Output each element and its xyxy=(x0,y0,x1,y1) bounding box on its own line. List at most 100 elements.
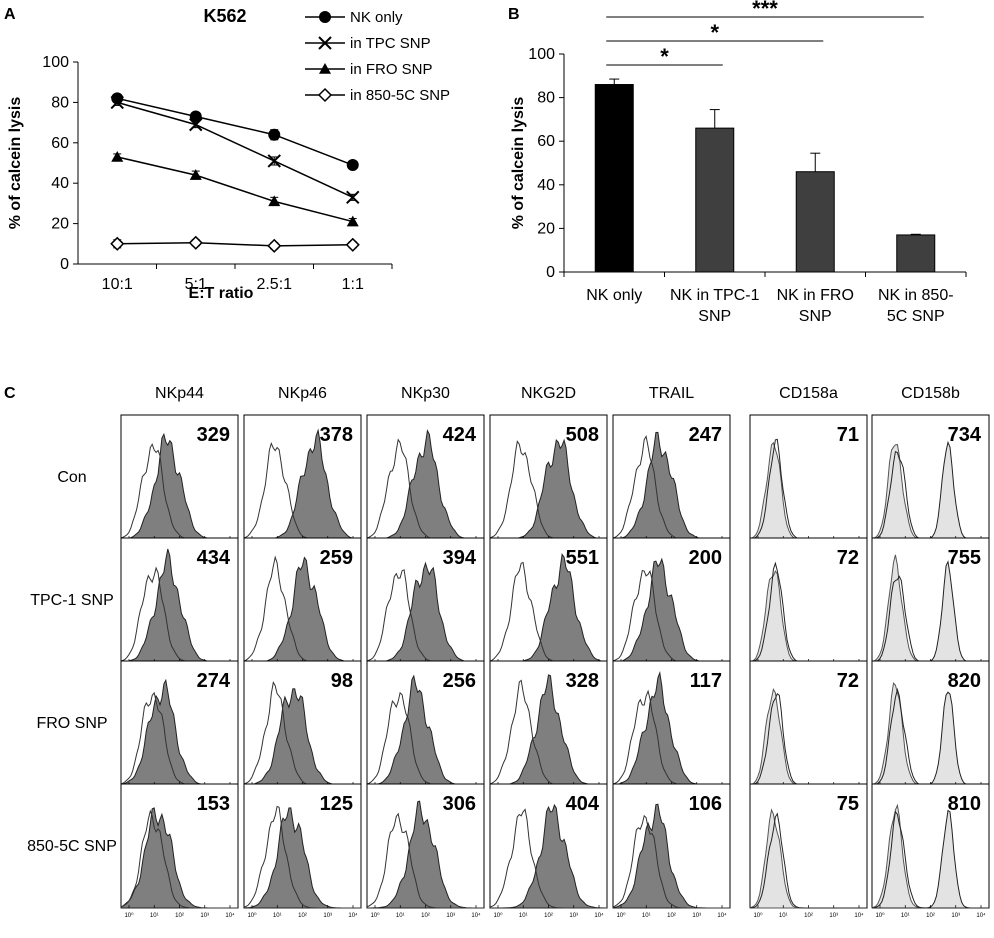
panel-c-histogram-grid: C NKp44 NKp46 NKp30 NKG2D TRAIL CD158a CD158b C… xyxy=(4,385,990,919)
histogram-mfi-value: 820 xyxy=(948,670,981,692)
chart-a-point xyxy=(346,215,359,227)
histogram-positive-peak xyxy=(872,809,989,909)
histogram-cell: 10⁰10¹10²10³10⁴508 xyxy=(489,414,608,550)
chart-b-bar xyxy=(896,234,936,273)
histogram-column-title: NKp46 xyxy=(278,385,327,402)
histogram-axis-tick-label: 10³ xyxy=(951,913,960,919)
chart-a-point xyxy=(189,117,203,132)
chart-a-y-tick-label: 40 xyxy=(51,175,69,192)
histogram-mfi-value: 106 xyxy=(689,793,722,815)
histogram-mfi-value: 71 xyxy=(837,424,859,446)
histogram-mfi-value: 755 xyxy=(948,547,981,569)
chart-a-point xyxy=(189,110,202,123)
histogram-axis-tick-label: 10¹ xyxy=(150,913,159,919)
histogram-isotype-curve xyxy=(366,812,484,909)
chart-a-point xyxy=(188,235,203,250)
histogram-axis-tick-label: 10² xyxy=(544,913,553,919)
chart-a-point xyxy=(346,159,359,172)
chart-a-title: K562 xyxy=(203,6,246,26)
histogram-cell: 10⁰10¹10²10³10⁴328 xyxy=(489,660,608,796)
chart-a-point xyxy=(189,169,202,180)
histogram-column-title: CD158b xyxy=(901,385,960,402)
histogram-axis-tick-label: 10¹ xyxy=(779,913,788,919)
histogram-mfi-value: 424 xyxy=(443,424,477,446)
chart-a-y-tick-label: 0 xyxy=(60,256,69,273)
histogram-row-label: Con xyxy=(57,469,86,486)
histogram-mfi-value: 72 xyxy=(837,670,859,692)
histogram-cell: 10⁰10¹10²10³10⁴378 xyxy=(243,414,362,550)
chart-a-y-axis-label: % of calcein lysis xyxy=(7,97,24,230)
histogram-axis-tick-label: 10² xyxy=(926,913,935,919)
histogram-axis-tick-label: 10³ xyxy=(323,913,332,919)
legend-label: in 850-5C SNP xyxy=(350,87,450,104)
histogram-axis-tick-label: 10³ xyxy=(569,913,578,919)
chart-a-y-tick-label: 80 xyxy=(51,94,69,111)
histogram-mfi-value: 734 xyxy=(948,424,982,446)
chart-b-y-tick-label: 40 xyxy=(537,177,555,194)
histogram-axis-tick-label: 10⁰ xyxy=(616,912,626,919)
histogram-cell: 10⁰10¹10²10³10⁴71 xyxy=(749,414,868,550)
chart-b-y-tick-label: 80 xyxy=(537,90,555,107)
chart-a-series-line xyxy=(117,156,353,223)
histogram-isotype-curve xyxy=(612,814,730,909)
chart-a-point xyxy=(268,128,281,141)
chart-b-y-tick-label: 60 xyxy=(537,133,555,150)
chart-a-series-0 xyxy=(111,92,359,172)
histogram-mfi-value: 378 xyxy=(320,424,353,446)
histogram-mfi-value: 274 xyxy=(197,670,231,692)
histogram-isotype-curve xyxy=(243,805,361,909)
histogram-mfi-value: 394 xyxy=(443,547,477,569)
histogram-axis-tick-label: 10¹ xyxy=(901,913,910,919)
chart-a-series-3 xyxy=(110,235,360,253)
histogram-mfi-value: 328 xyxy=(566,670,599,692)
histogram-axis-tick-label: 10¹ xyxy=(519,913,528,919)
panel-label-b: B xyxy=(508,6,520,23)
histogram-mfi-value: 329 xyxy=(197,424,230,446)
histogram-axis-tick-label: 10² xyxy=(667,913,676,919)
panel-label-a: A xyxy=(4,6,16,23)
histogram-cell: 10⁰10¹10²10³10⁴434 xyxy=(120,537,239,673)
histogram-cell: 10⁰10¹10²10³10⁴424 xyxy=(366,414,485,550)
histogram-cell: 10⁰10¹10²10³10⁴98 xyxy=(243,660,362,796)
histogram-axis-tick-label: 10³ xyxy=(200,913,209,919)
histogram-cell: 10⁰ 10¹ 10² 10³ 10⁴ 306 xyxy=(366,783,485,919)
chart-b-significance-label: * xyxy=(660,44,669,69)
histogram-row-label: FRO SNP xyxy=(36,715,107,732)
histogram-mfi-value: 306 xyxy=(443,793,476,815)
histogram-mfi-value: 75 xyxy=(837,793,859,815)
histogram-cell: 10⁰10¹10²10³10⁴256 xyxy=(366,660,485,796)
histogram-mfi-value: 117 xyxy=(690,670,722,692)
histogram-cell: 10⁰10¹10²10³10⁴394 xyxy=(366,537,485,673)
histogram-axis-tick-label: 10⁴ xyxy=(976,912,986,919)
histogram-mfi-value: 256 xyxy=(443,670,476,692)
chart-a-point xyxy=(110,95,124,110)
chart-a-y-tick-label: 60 xyxy=(51,135,69,152)
histogram-column-title: NKp44 xyxy=(155,385,204,402)
histogram-mfi-value: 247 xyxy=(689,424,722,446)
chart-a-point xyxy=(267,238,282,253)
histogram-axis-tick-label: 10⁴ xyxy=(348,912,358,919)
chart-b-x-tick-label: NK in TPC-1 xyxy=(670,287,760,304)
histogram-axis-tick-label: 10¹ xyxy=(273,913,282,919)
chart-b-x-tick-label: NK only xyxy=(586,287,642,304)
histogram-isotype-curve xyxy=(489,808,607,909)
chart-b-bar xyxy=(594,84,634,273)
histogram-mfi-value: 153 xyxy=(197,793,230,815)
histogram-mfi-value: 404 xyxy=(566,793,600,815)
legend-marker xyxy=(318,36,332,50)
histogram-column-title: NKp30 xyxy=(401,385,450,402)
histogram-axis-tick-label: 10⁴ xyxy=(717,912,727,919)
chart-a-point xyxy=(345,237,360,252)
histogram-cell: 10⁰10¹10²10³10⁴755 xyxy=(871,537,990,673)
chart-a-series-line xyxy=(117,97,354,166)
chart-a-x-tick-label: 2.5:1 xyxy=(256,276,292,293)
histogram-column-title: CD158a xyxy=(779,385,838,402)
histogram-cell: 10⁰10¹10²10³10⁴247 xyxy=(612,414,731,550)
legend-label: in FRO SNP xyxy=(350,61,433,78)
chart-a-point xyxy=(268,195,281,207)
legend-label: in TPC SNP xyxy=(350,35,431,52)
histogram-axis-tick-label: 10¹ xyxy=(642,913,651,919)
histogram-cell: 10⁰ 10¹ 10² 10³ 10⁴ 125 xyxy=(243,783,362,919)
histogram-cell: 10⁰ 10¹ 10² 10³ 10⁴ 810 xyxy=(871,783,990,919)
